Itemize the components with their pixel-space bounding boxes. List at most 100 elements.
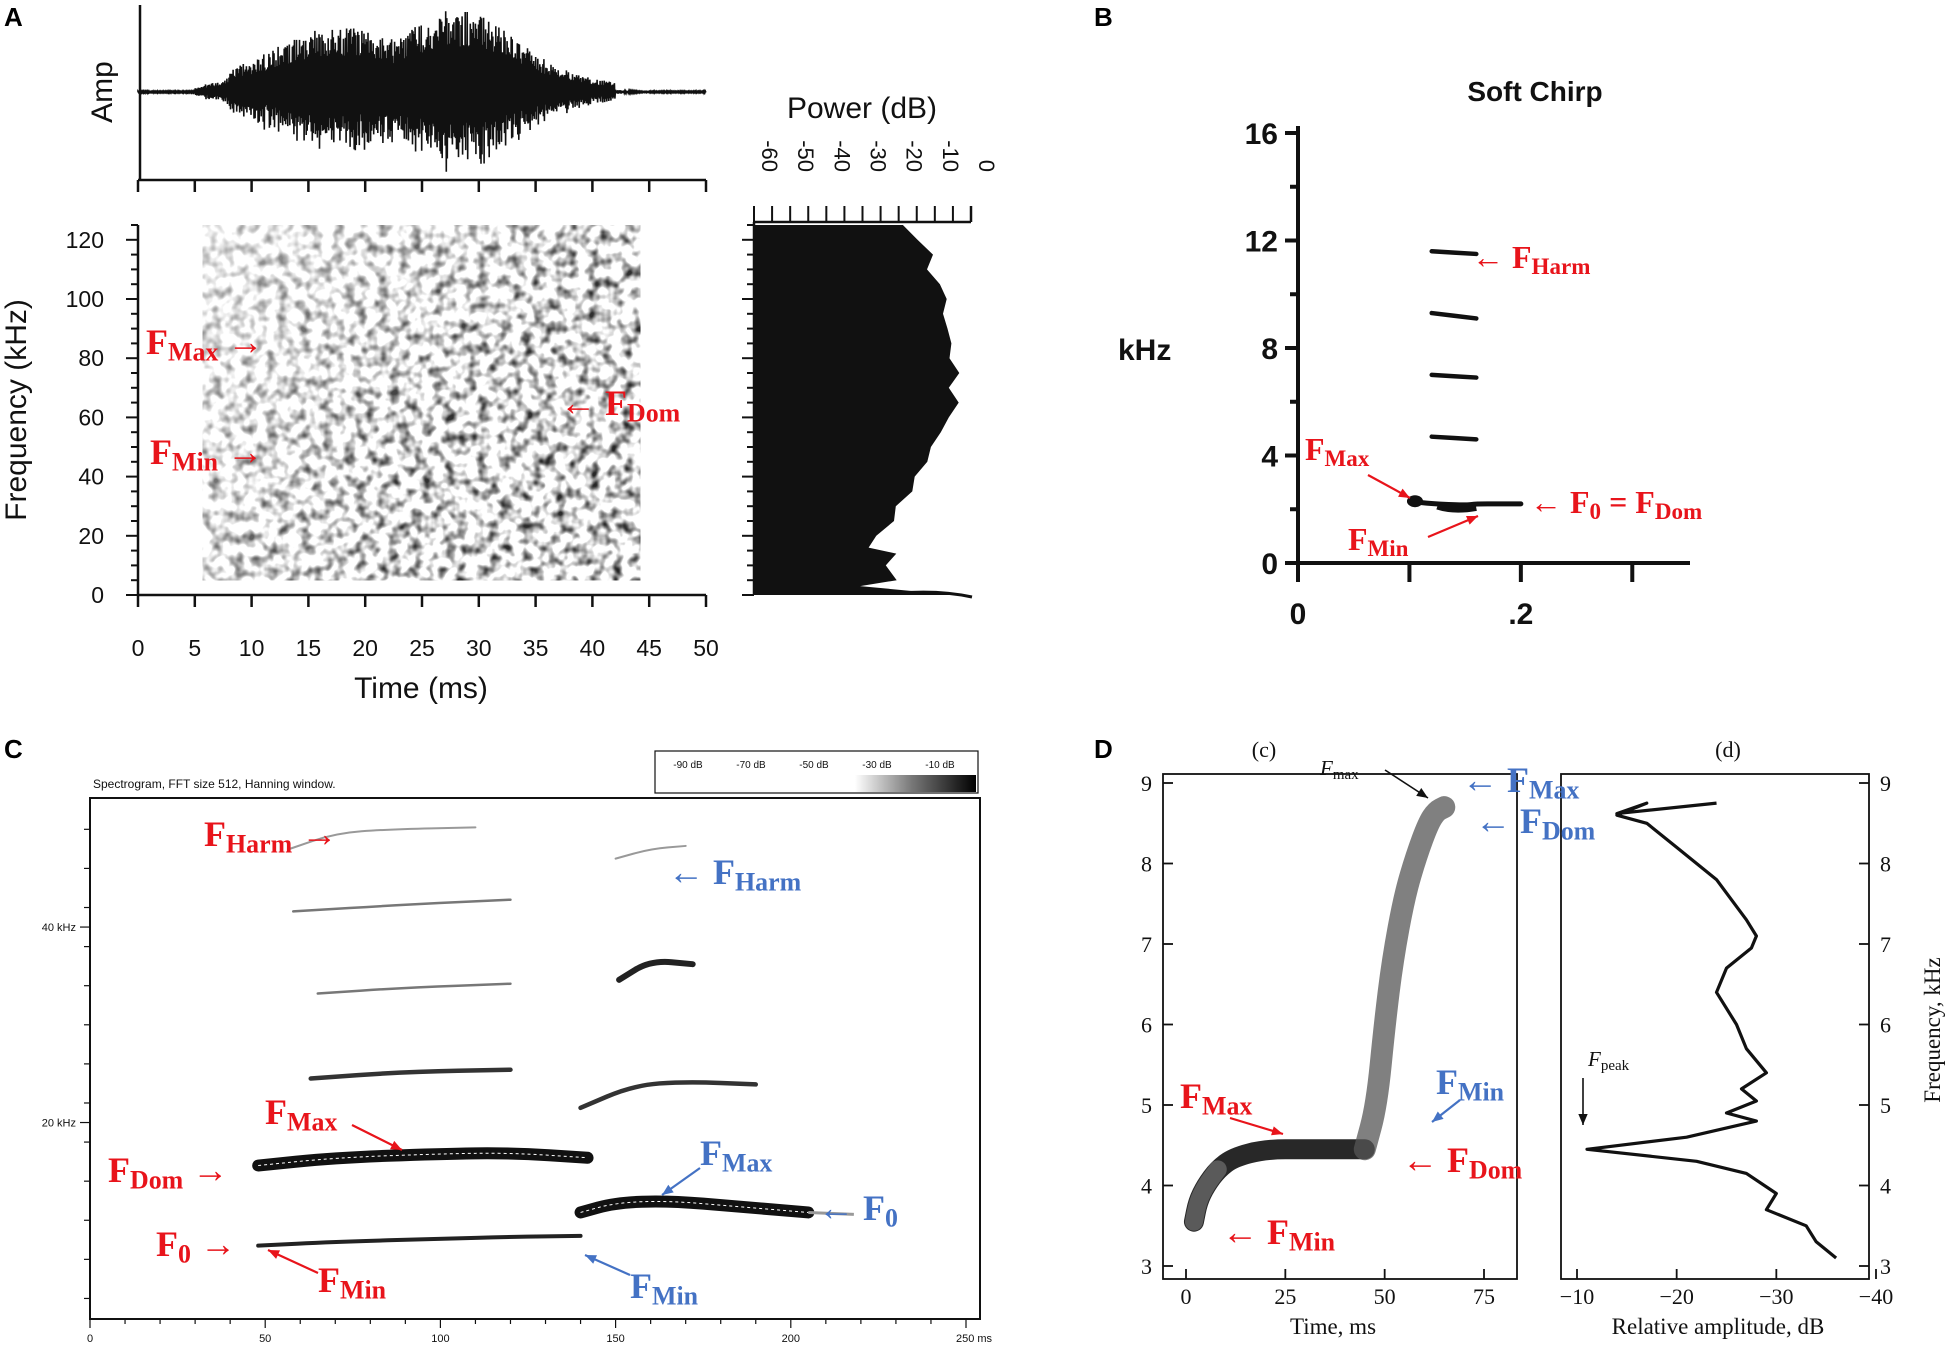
annot-fmax-blue-c-arrow-head bbox=[662, 1184, 674, 1195]
annot-fmax-a-sub: Max bbox=[168, 337, 218, 366]
annot-f0-fdom-b-sub2: Dom bbox=[1655, 498, 1702, 524]
annot-fmax-blue-c-sub: Max bbox=[722, 1148, 772, 1177]
spec-ylabel: Frequency (kHz) bbox=[0, 299, 33, 521]
annot-fmax-a: FMax → bbox=[146, 322, 263, 366]
annot-fdom-red-c-base: F bbox=[108, 1150, 130, 1190]
c-y-tick-label: 20 kHz bbox=[42, 1118, 76, 1130]
b-y-tick-label: 0 bbox=[1261, 548, 1278, 581]
annot-fharm-red-c-arrow: → bbox=[292, 814, 337, 854]
annot-fmin-blue-d-arrow-head bbox=[1432, 1111, 1444, 1122]
d-right-x-tick-label: −30 bbox=[1759, 1284, 1793, 1309]
spec-x-tick-label: 15 bbox=[296, 635, 322, 661]
annot-fmin-blue-c-base: F bbox=[630, 1266, 652, 1306]
annot-f0-fdom-b-base: F bbox=[1570, 484, 1590, 520]
pow-x-tick-label: -60 bbox=[757, 140, 782, 172]
annot-fmin-red-d-arrow: ← bbox=[1222, 1212, 1267, 1252]
d-inline-fmax-base: F bbox=[1319, 756, 1333, 780]
annot-fharm-b-arrow: ← bbox=[1472, 239, 1512, 275]
annot-fharm-blue-c-arrow: ← bbox=[668, 852, 713, 892]
spec-y-tick-label: 100 bbox=[66, 286, 104, 312]
annot-fmin-a-arrow: → bbox=[218, 432, 263, 472]
d-left-x-tick-label: 25 bbox=[1274, 1284, 1296, 1309]
spec-x-tick-label: 20 bbox=[352, 635, 378, 661]
pow-x-tick-label: -30 bbox=[866, 140, 891, 172]
annot-fmax-blue-d-sub: Max bbox=[1529, 775, 1579, 804]
b-trace-harmonic bbox=[1429, 372, 1479, 380]
annot-f0-red-c-base: F bbox=[156, 1224, 178, 1264]
spec-y-tick-label: 40 bbox=[78, 464, 104, 490]
annot-fharm-red-c-sub: Harm bbox=[226, 829, 293, 858]
c-trace-fundamental-first bbox=[256, 1233, 583, 1248]
annot-fharm-b-base: F bbox=[1512, 239, 1532, 275]
panel-a: Amp 0 5 10 15 20 25 30 35 40 45 50 0 20 40 60 80 100 120 Ti… bbox=[0, 5, 999, 705]
d-trace-rise bbox=[1353, 796, 1456, 1161]
b-y-tick-label: 16 bbox=[1245, 118, 1278, 151]
spec-x-tick-label: 40 bbox=[580, 635, 606, 661]
d-right-xlabel: Relative amplitude, dB bbox=[1612, 1314, 1825, 1339]
d-right-y-tick-label: 7 bbox=[1880, 932, 1891, 957]
annot-fmax-b-base: F bbox=[1305, 431, 1325, 467]
annot-f0-fdom-b-sub: 0 bbox=[1590, 498, 1602, 524]
annot-fdom-red-c-arrow: → bbox=[183, 1150, 228, 1190]
c-colorbar-label: -50 dB bbox=[799, 760, 829, 771]
spec-x-tick-label: 50 bbox=[693, 635, 719, 661]
pow-x-tick-label: -50 bbox=[793, 140, 818, 172]
spec-x-tick-label: 30 bbox=[466, 635, 492, 661]
d-right-frame bbox=[1560, 773, 1870, 1280]
b-ylabel: kHz bbox=[1118, 334, 1171, 367]
spec-x-tick-label: 35 bbox=[523, 635, 549, 661]
spec-x-tick-label: 25 bbox=[409, 635, 435, 661]
annot-fmax-red-d: FMax bbox=[1180, 1076, 1252, 1120]
annot-fmin-a-sub: Min bbox=[172, 447, 219, 476]
annot-fmin-red-c-base: F bbox=[318, 1260, 340, 1300]
panel-letter-a: A bbox=[4, 2, 23, 32]
c-trace-harmonic-first bbox=[288, 826, 477, 850]
d-left-frame bbox=[1162, 773, 1518, 1280]
annot-fdom-red-d-base: F bbox=[1447, 1140, 1469, 1180]
d-inline-fpeak-sub: peak bbox=[1601, 1058, 1630, 1074]
c-trace-peak-line bbox=[580, 1200, 809, 1213]
annot-f0-blue-c-arrow: ← bbox=[818, 1188, 863, 1228]
spec-x-tick-label: 5 bbox=[188, 635, 201, 661]
annot-fmax-blue-d-base: F bbox=[1507, 760, 1529, 800]
d-inline-fmax-sub: max bbox=[1333, 767, 1359, 783]
b-title: Soft Chirp bbox=[1467, 76, 1602, 107]
d-inline-fmax: Fmax bbox=[1319, 756, 1359, 783]
d-right-x-tick-label: −10 bbox=[1560, 1284, 1594, 1309]
annot-f0-fdom-b-arrow: ← bbox=[1530, 484, 1570, 520]
c-colorbar-label: -10 dB bbox=[925, 760, 955, 771]
c-colorbar-label: -30 dB bbox=[862, 760, 892, 771]
d-right-x-tick-label: −40 bbox=[1859, 1284, 1893, 1309]
d-right-ylabel: Frequency, kHz bbox=[1920, 957, 1945, 1102]
c-x-tick-label: 100 bbox=[431, 1333, 449, 1345]
annot-fmin-red-d-base: F bbox=[1267, 1212, 1289, 1252]
annot-fmin-b-base: F bbox=[1348, 521, 1368, 557]
annot-fdom-red-c-sub: Dom bbox=[130, 1165, 184, 1194]
annot-f0-red-c: F0 → bbox=[156, 1224, 236, 1268]
pow-x-tick-label: -40 bbox=[829, 140, 854, 172]
c-trace-harmonic-first bbox=[316, 982, 512, 995]
osc-ylabel: Amp bbox=[86, 61, 119, 123]
d-left-y-tick-label: 3 bbox=[1141, 1254, 1152, 1279]
pow-spectrum-area bbox=[754, 225, 960, 595]
c-x-tick-label: 150 bbox=[606, 1333, 624, 1345]
annot-fharm-blue-c-sub: Harm bbox=[735, 867, 802, 896]
d-left-y-tick-label: 8 bbox=[1141, 852, 1152, 877]
c-trace-harmonic-first bbox=[308, 1067, 513, 1081]
annot-f0-blue-c-sub: 0 bbox=[885, 1203, 898, 1232]
annot-fdom-red-c: FDom → bbox=[108, 1150, 228, 1194]
annot-fharm-b-sub: Harm bbox=[1532, 253, 1591, 279]
pow-x-tick-label: -10 bbox=[938, 140, 963, 172]
b-trace-harmonic bbox=[1429, 249, 1479, 257]
annot-f0-blue-c-base: F bbox=[863, 1188, 885, 1228]
d-right-y-tick-label: 8 bbox=[1880, 852, 1891, 877]
spec-x-tick-label: 45 bbox=[636, 635, 662, 661]
c-trace-harmonic-second bbox=[614, 844, 687, 860]
d-inline-fpeak-base: F bbox=[1587, 1047, 1601, 1071]
annot-fmax-a-base: F bbox=[146, 322, 168, 362]
annot-fmax-blue-c: FMax bbox=[700, 1133, 772, 1177]
annot-fdom-a: ← FDom bbox=[560, 383, 681, 427]
annot-fmax-b: FMax bbox=[1305, 431, 1370, 471]
panel-letter-b: B bbox=[1094, 2, 1113, 32]
